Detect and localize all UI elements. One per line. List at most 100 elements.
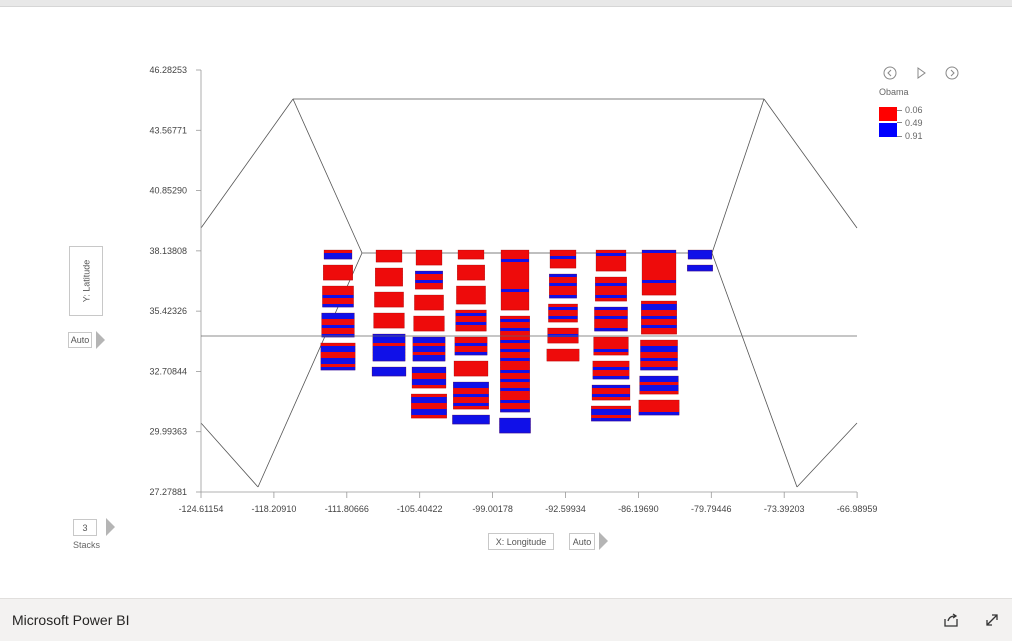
bar-stack[interactable] — [687, 264, 714, 272]
bar-segment — [639, 379, 679, 383]
bar-segment — [320, 346, 356, 350]
bar-stack[interactable] — [546, 348, 580, 362]
legend-swatch-low — [879, 107, 897, 121]
bar-stack[interactable] — [500, 315, 531, 413]
bar-segment — [640, 343, 678, 347]
bar-stack[interactable] — [595, 249, 627, 272]
bar-stack[interactable] — [456, 285, 486, 305]
x-axis-field-button[interactable]: X: Longitude — [488, 533, 554, 550]
bar-stack[interactable] — [499, 417, 531, 434]
bar-segment — [500, 319, 530, 323]
bar-segment — [501, 307, 529, 311]
share-icon[interactable] — [940, 609, 962, 631]
bar-segment — [595, 277, 627, 281]
bar-segment — [376, 250, 402, 254]
bar-stack[interactable] — [457, 264, 486, 281]
bar-stack[interactable] — [638, 399, 680, 416]
bar-segment — [687, 268, 713, 272]
bar-stack[interactable] — [411, 393, 448, 419]
y-axis-field-button[interactable]: Y: Latitude — [69, 246, 103, 316]
bar-stack[interactable] — [413, 315, 445, 332]
bar-segment — [548, 307, 578, 311]
bar-stack[interactable] — [500, 249, 530, 311]
bar-stack[interactable] — [454, 336, 488, 356]
bar-stack[interactable] — [453, 381, 490, 410]
bar-segment — [414, 307, 444, 311]
bar-outline — [372, 333, 406, 362]
bar-stack[interactable] — [375, 249, 403, 263]
bar-stack[interactable] — [371, 366, 407, 377]
bar-outline — [411, 393, 448, 419]
bar-segment — [547, 331, 579, 335]
bar-stack[interactable] — [411, 366, 447, 389]
bar-segment — [638, 409, 680, 413]
bar-stack[interactable] — [323, 249, 353, 260]
play-icon[interactable] — [914, 66, 928, 80]
bar-segment — [548, 319, 578, 323]
bar-stack[interactable] — [591, 384, 631, 401]
bar-segment — [372, 352, 406, 356]
bar-stack[interactable] — [457, 249, 485, 260]
y-auto-button[interactable]: Auto — [68, 332, 92, 348]
bar-stack[interactable] — [640, 339, 678, 371]
bar-outline — [457, 264, 486, 281]
bar-segment — [500, 352, 530, 356]
bar-stack[interactable] — [414, 294, 444, 311]
bar-stack[interactable] — [593, 336, 629, 356]
bar-stack[interactable] — [415, 249, 443, 266]
3d-bar-chart[interactable]: 46.28253 43.56771 40.85290 38.13808 35.42326… — [0, 0, 1012, 598]
legend-tick-mid: 0.49 — [905, 118, 923, 128]
bar-segment — [320, 349, 356, 353]
bar-segment — [455, 328, 487, 332]
bar-segment — [454, 352, 488, 356]
bar-stack[interactable] — [595, 276, 628, 302]
bar-stack[interactable] — [321, 312, 355, 338]
bar-segment — [501, 259, 529, 263]
chevron-left-circle-icon[interactable] — [883, 66, 897, 80]
bar-segment — [321, 328, 355, 332]
stacks-input[interactable]: 3 — [73, 519, 97, 536]
bar-stack[interactable] — [322, 285, 354, 308]
bar-stack[interactable] — [412, 336, 446, 362]
bar-segment — [374, 301, 404, 305]
bar-stack[interactable] — [594, 306, 628, 332]
bar-segment — [412, 385, 446, 389]
visual-container[interactable]: 46.28253 43.56771 40.85290 38.13808 35.42326… — [0, 0, 1012, 598]
bar-segment — [373, 325, 405, 329]
expand-icon[interactable] — [981, 609, 1003, 631]
bar-stack[interactable] — [323, 264, 354, 281]
y-auto-arrow-icon[interactable] — [96, 331, 105, 349]
bar-segment — [411, 394, 447, 398]
bar-stack[interactable] — [549, 249, 577, 269]
bar-stack[interactable] — [592, 360, 630, 380]
bar-stack[interactable] — [641, 300, 678, 335]
bar-segment — [320, 361, 356, 365]
bar-segment — [412, 355, 446, 359]
bars-group[interactable] — [320, 249, 714, 434]
bar-stack[interactable] — [641, 249, 677, 296]
bar-stack[interactable] — [374, 291, 404, 308]
bar-segment — [501, 304, 529, 308]
x-auto-arrow-icon[interactable] — [599, 532, 608, 550]
bar-stack[interactable] — [591, 405, 632, 422]
stacks-arrow-icon[interactable] — [106, 518, 115, 536]
bar-stack[interactable] — [320, 342, 356, 371]
bar-stack[interactable] — [548, 303, 578, 323]
bar-stack[interactable] — [372, 333, 406, 362]
bar-stack[interactable] — [373, 312, 405, 329]
bar-segment — [457, 268, 485, 272]
x-auto-button[interactable]: Auto — [569, 533, 595, 550]
bar-segment — [415, 277, 443, 281]
bar-stack[interactable] — [549, 273, 578, 299]
bar-stack[interactable] — [453, 360, 489, 377]
bar-stack[interactable] — [687, 249, 713, 260]
bar-stack[interactable] — [639, 375, 679, 395]
bar-segment — [452, 418, 490, 422]
bar-stack[interactable] — [455, 309, 487, 332]
chevron-right-circle-icon[interactable] — [945, 66, 959, 80]
bar-stack[interactable] — [452, 414, 490, 425]
bar-stack[interactable] — [415, 270, 444, 290]
bar-segment — [547, 337, 579, 341]
bar-segment — [373, 313, 405, 317]
bar-stack[interactable] — [375, 267, 404, 287]
